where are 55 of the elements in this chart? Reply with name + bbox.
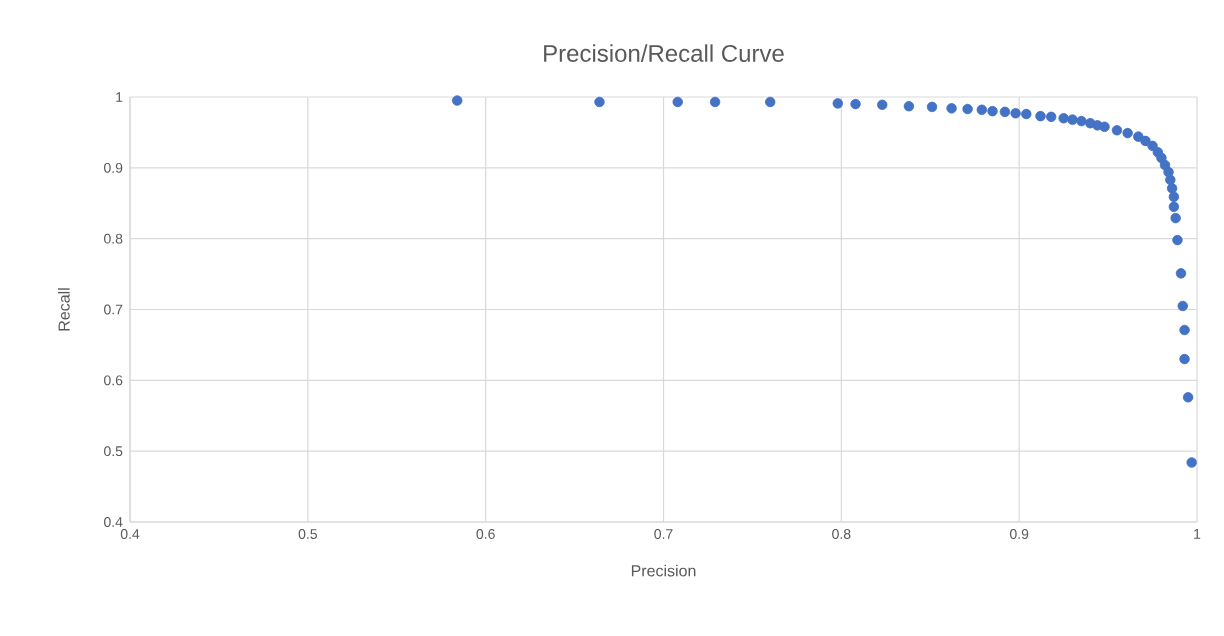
point — [1122, 127, 1133, 139]
point — [987, 105, 998, 117]
y-tick-label: 0.7 — [104, 304, 123, 315]
point — [1186, 457, 1197, 468]
y-tick-label: 0.4 — [104, 517, 123, 527]
point — [1179, 324, 1190, 336]
point — [877, 99, 888, 110]
point — [1168, 191, 1180, 203]
point — [1076, 115, 1087, 127]
x-tick-label: 1 — [1194, 529, 1201, 539]
point — [1172, 234, 1183, 246]
point — [1170, 212, 1181, 224]
point — [1179, 353, 1190, 365]
x-tick-label: 0.5 — [298, 529, 317, 539]
point — [1111, 125, 1123, 136]
point — [850, 98, 861, 110]
chart-title: Precision/Recall Curve — [544, 44, 784, 62]
point — [452, 95, 463, 106]
x-tick-label: 0.7 — [654, 529, 673, 539]
point — [1058, 113, 1069, 124]
y-tick-label: 0.5 — [104, 446, 123, 457]
x-tick-label: 0.8 — [832, 529, 851, 539]
y-tick-label: 1 — [116, 92, 123, 102]
point — [1021, 108, 1032, 120]
y-tick-label: 0.6 — [104, 375, 123, 386]
point — [1165, 174, 1176, 186]
point — [672, 96, 683, 108]
y-tick-label: 0.8 — [104, 233, 123, 244]
point — [832, 98, 843, 109]
point — [976, 104, 988, 115]
point — [903, 101, 915, 112]
x-tick-label: 0.9 — [1009, 529, 1029, 539]
point — [962, 103, 973, 115]
point — [765, 96, 776, 108]
point — [1010, 108, 1021, 119]
point — [594, 96, 605, 108]
point — [1166, 183, 1178, 194]
point — [1067, 114, 1078, 125]
x-axis-title: Precision — [631, 564, 696, 577]
point — [1099, 121, 1110, 132]
point — [1045, 111, 1057, 123]
point — [1175, 268, 1187, 279]
point — [1140, 135, 1151, 147]
point — [1182, 392, 1194, 403]
point — [1177, 300, 1188, 312]
point — [946, 103, 957, 114]
x-tick-label: 0.6 — [476, 529, 495, 539]
point — [1168, 201, 1180, 212]
y-tick-label: 0.9 — [104, 162, 123, 173]
y-axis-title: Recall — [57, 288, 70, 331]
point — [1035, 110, 1046, 122]
x-tick-label: 0.4 — [120, 529, 140, 539]
point — [999, 106, 1011, 118]
point — [709, 96, 721, 108]
point — [926, 101, 938, 113]
